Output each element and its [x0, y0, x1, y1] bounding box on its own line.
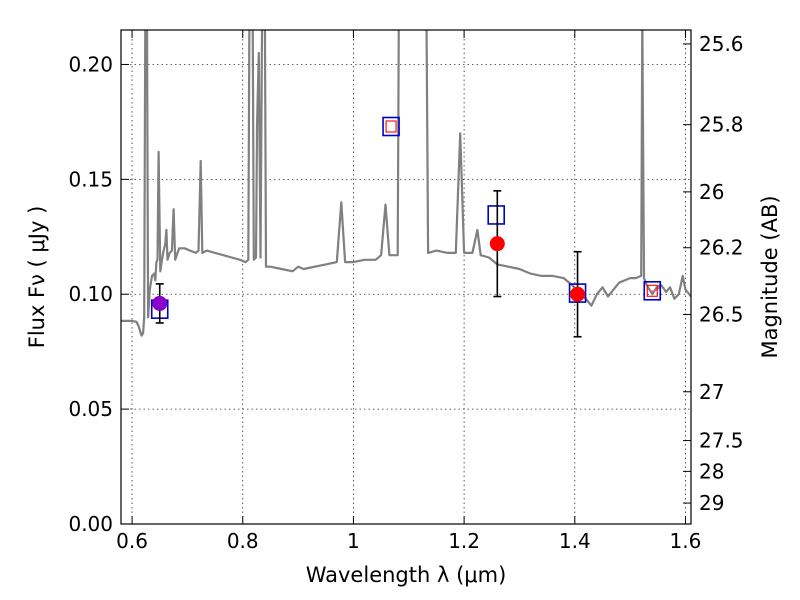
y-right-tick-label: 27.5 [699, 429, 744, 453]
plot-area-background [121, 30, 691, 524]
y-right-tick-label: 26.5 [699, 302, 744, 326]
y-right-tick-label: 25.6 [699, 32, 744, 56]
model-box [643, 280, 662, 301]
spectrum-layer [121, 30, 691, 337]
x-tick-label: 1.2 [448, 529, 480, 553]
y-tick-label: 0.05 [68, 397, 113, 421]
model-box-inner [646, 284, 658, 297]
points-layer [150, 116, 662, 338]
x-axis-label: Wavelength λ (μm) [306, 563, 507, 587]
y-right-tick-label: 26 [699, 180, 724, 204]
y-tick-label: 0.20 [68, 52, 113, 76]
y-right-tick-label: 25.8 [699, 113, 744, 137]
x-tick-label: 1 [347, 529, 360, 553]
x-tick-label: 0.8 [227, 529, 259, 553]
ticks-layer [121, 30, 691, 525]
tick-labels: 0.6 0.8 1 1.2 1.4 1.6 0.00 0.05 0.10 0.15 0.20 25.6… [68, 32, 743, 553]
y-right-tick-label: 29 [699, 491, 724, 515]
x-tick-label: 0.6 [116, 529, 148, 553]
y-tick-label: 0.00 [68, 512, 113, 536]
y-axis-right-label: Magnitude (AB) [758, 195, 782, 358]
spectrum-line [121, 30, 691, 337]
y-right-tick-label: 26.2 [699, 236, 744, 260]
observed-point [570, 286, 586, 302]
y-axis-label: Flux Fν ( μJy ) [25, 206, 49, 349]
y-tick-label: 0.15 [68, 167, 113, 191]
model-box-inner [385, 120, 397, 133]
y-tick-label: 0.10 [68, 282, 113, 306]
x-tick-label: 1.4 [559, 529, 591, 553]
model-box [382, 116, 400, 137]
x-tick-label: 1.6 [670, 529, 702, 553]
y-right-tick-label: 28 [699, 459, 724, 483]
plot-frame [120, 29, 692, 525]
y-right-tick-label: 27 [699, 380, 724, 404]
model-segment [649, 286, 661, 293]
observed-point [152, 295, 168, 311]
model-box [487, 205, 506, 225]
observed-point [489, 236, 505, 252]
